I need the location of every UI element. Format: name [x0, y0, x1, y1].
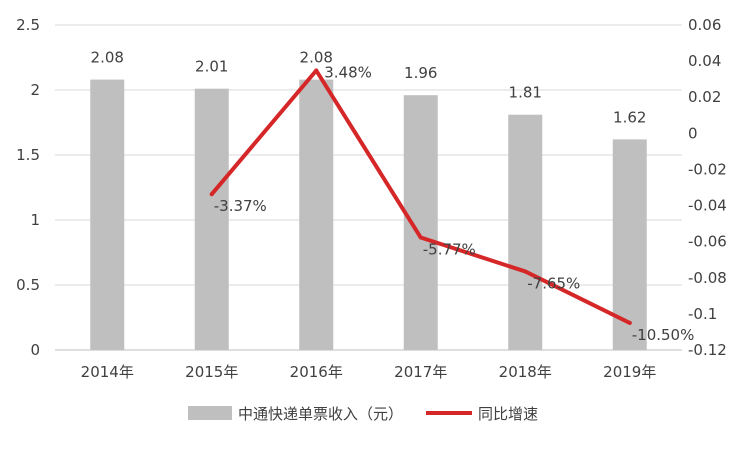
bar-series — [90, 79, 647, 350]
y-right-tick-label: -0.04 — [688, 197, 727, 215]
y-right-tick-label: -0.12 — [688, 341, 727, 359]
line-data-label: -7.65% — [527, 274, 580, 292]
y-right-tick-label: -0.06 — [688, 233, 727, 251]
data-labels: 2.08 2.01 2.08 1.96 1.81 1.62 -3.37% 3.48% -5.77… — [91, 49, 695, 344]
line-point — [418, 235, 423, 240]
x-tick-label: 2016年 — [290, 363, 343, 381]
bar-data-label: 2.08 — [91, 49, 124, 67]
line-point — [209, 192, 214, 197]
y-left-tick-label: 2.5 — [16, 16, 40, 34]
line-data-label: -10.50% — [632, 326, 695, 344]
bar-data-label: 1.62 — [613, 108, 646, 126]
y-right-tick-label: 0 — [688, 124, 698, 142]
legend-label-bar: 中通快递单票收入（元） — [238, 405, 403, 423]
bar-data-label: 1.81 — [509, 84, 542, 102]
x-tick-label: 2019年 — [603, 363, 656, 381]
line-data-label: -5.77% — [423, 241, 476, 259]
legend-swatch-bar — [188, 406, 232, 420]
y-right-tick-label: 0.02 — [688, 88, 721, 106]
line-point — [523, 269, 528, 274]
y-left-tick-label: 0 — [30, 341, 40, 359]
y-left-tick-label: 1 — [30, 211, 40, 229]
line-point — [627, 320, 632, 325]
line-data-label: -3.37% — [214, 197, 267, 215]
x-tick-label: 2018年 — [499, 363, 552, 381]
line-data-label: 3.48% — [324, 64, 372, 82]
axes: 0 0.5 1 1.5 2 2.5 -0.12 -0.1 -0.08 -0.06 -0.04 -0.0… — [16, 16, 727, 381]
y-right-tick-label: -0.08 — [688, 269, 727, 287]
legend-label-line: 同比增速 — [478, 405, 538, 423]
x-tick-label: 2015年 — [185, 363, 238, 381]
bar — [299, 79, 334, 350]
line-series — [209, 68, 632, 325]
bar-data-label: 2.08 — [300, 49, 333, 67]
y-right-tick-label: -0.02 — [688, 160, 727, 178]
bar — [403, 95, 438, 350]
legend: 中通快递单票收入（元） 同比增速 — [188, 405, 538, 423]
y-left-tick-label: 1.5 — [16, 146, 40, 164]
y-right-tick-label: 0.04 — [688, 52, 721, 70]
bar — [612, 139, 647, 350]
bar — [194, 88, 229, 350]
x-tick-label: 2017年 — [394, 363, 447, 381]
line-point — [314, 68, 319, 73]
bar-data-label: 1.96 — [404, 64, 437, 82]
bar — [508, 114, 543, 350]
y-right-tick-label: 0.06 — [688, 16, 721, 34]
bar-data-label: 2.01 — [195, 58, 228, 76]
y-left-tick-label: 0.5 — [16, 276, 40, 294]
x-tick-label: 2014年 — [81, 363, 134, 381]
y-left-tick-label: 2 — [30, 81, 40, 99]
bar — [90, 79, 125, 350]
y-right-tick-label: -0.1 — [688, 305, 717, 323]
